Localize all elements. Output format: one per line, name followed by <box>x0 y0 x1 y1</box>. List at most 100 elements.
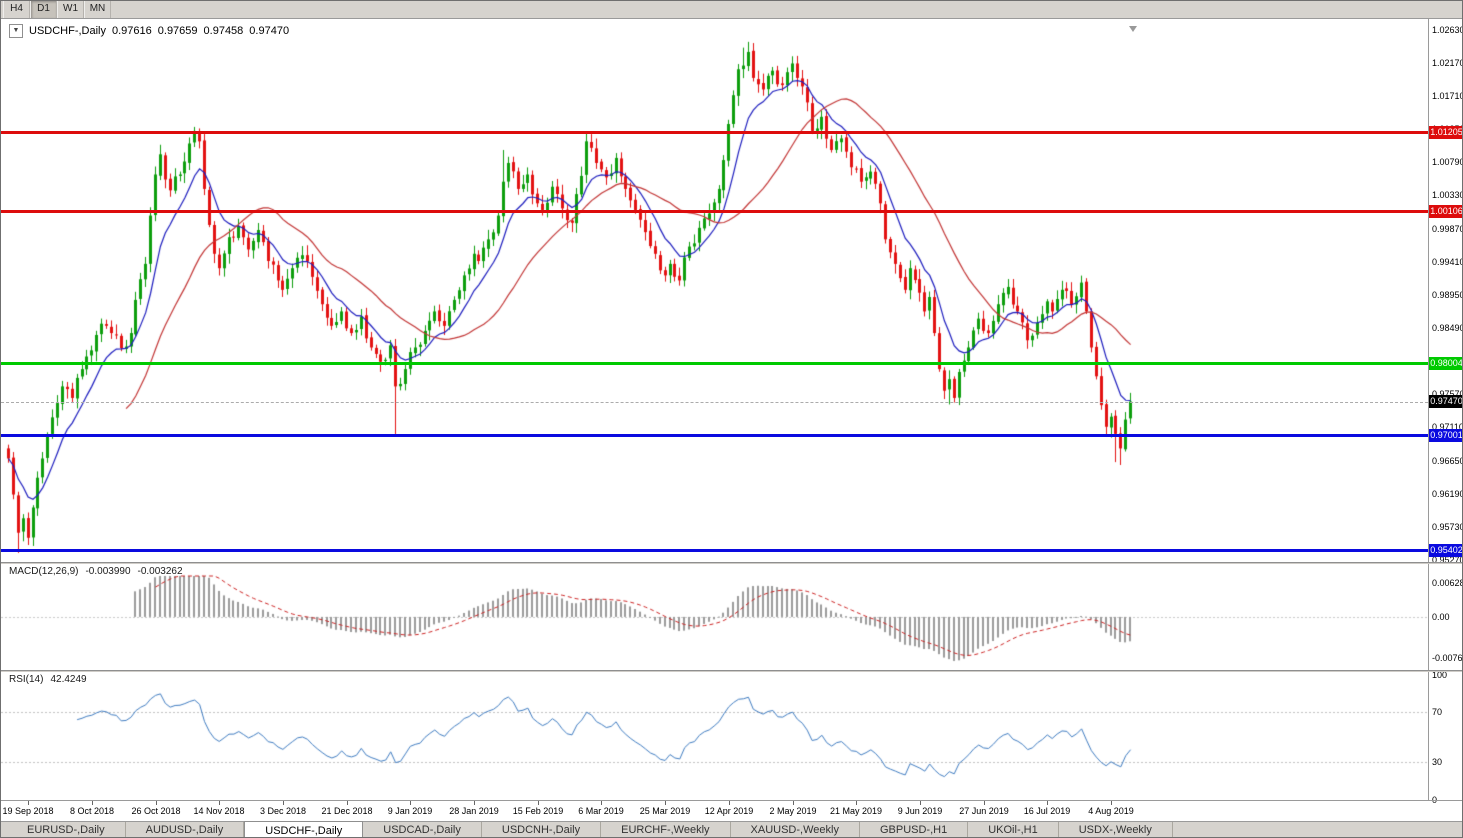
price-axis-label: 0.95730 <box>1432 521 1463 532</box>
chart-tab-eurusd-daily[interactable]: EURUSD-,Daily <box>7 822 126 837</box>
time-axis-tick <box>729 801 730 805</box>
rsi-value: 42.4249 <box>50 674 87 685</box>
date-label: 6 Mar 2019 <box>578 806 624 816</box>
time-axis-tick <box>156 801 157 805</box>
date-label: 14 Nov 2018 <box>193 806 245 816</box>
quote-high: 0.97659 <box>157 25 198 37</box>
quote-close: 0.97470 <box>249 25 290 37</box>
price-badge-0-95402: 0.95402 <box>1429 544 1463 557</box>
bid-price-line <box>1 402 1428 403</box>
time-axis-tick <box>538 801 539 805</box>
chart-tab-xauusd-weekly[interactable]: XAUUSD-,Weekly <box>731 822 860 837</box>
chart-tab-audusd-daily[interactable]: AUDUSD-,Daily <box>126 822 245 837</box>
macd-axis-label: 0.006286 <box>1432 577 1462 588</box>
level-line-0-97001[interactable] <box>1 434 1428 437</box>
rsi-header: RSI(14) 42.4249 <box>9 674 87 685</box>
time-axis-tick <box>283 801 284 805</box>
rsi-name: RSI(14) <box>9 674 44 685</box>
date-label: 21 Dec 2018 <box>321 806 373 816</box>
quote-low: 0.97458 <box>203 25 244 37</box>
price-axis-label: 0.97570 <box>1432 389 1462 399</box>
chart-shift-marker-icon[interactable] <box>1129 26 1137 32</box>
time-axis-tick <box>28 801 29 805</box>
chart-tab-gbpusd-h1[interactable]: GBPUSD-,H1 <box>860 822 969 837</box>
price-axis-label: 1.02170 <box>1432 57 1463 68</box>
timeframe-button-d1[interactable]: D1 <box>30 1 57 18</box>
timeframe-button-h4[interactable]: H4 <box>3 1 30 18</box>
macd-axis-label: 0.00 <box>1432 611 1450 622</box>
price-axis-label: 0.96190 <box>1432 488 1463 499</box>
level-line-0-98004[interactable] <box>1 362 1428 365</box>
quote-open: 0.97616 <box>112 25 152 37</box>
date-label: 25 Mar 2019 <box>639 806 691 816</box>
price-axis-label: 0.96650 <box>1432 455 1463 466</box>
timeframe-button-mn[interactable]: MN <box>84 1 111 18</box>
price-axis-label: 1.00790 <box>1432 157 1463 168</box>
chart-tab-usdcnh-daily[interactable]: USDCNH-,Daily <box>482 822 602 837</box>
date-label: 16 Jul 2019 <box>1023 806 1071 816</box>
timeframe-toolbar: H4 D1 W1 MN <box>1 1 1462 19</box>
time-axis-tick <box>92 801 93 805</box>
time-axis-tick <box>665 801 666 805</box>
chart-tab-ukoil-h1[interactable]: UKOil-,H1 <box>968 822 1059 837</box>
price-badge-1-00106: 1.00106 <box>1429 205 1463 218</box>
price-axis-label: 1.01710 <box>1432 90 1463 101</box>
price-axis-label: 1.02630 <box>1432 24 1463 35</box>
timeframe-button-w1[interactable]: W1 <box>57 1 84 18</box>
date-label: 9 Jun 2019 <box>897 806 943 816</box>
chart-tab-usdchf-daily[interactable]: USDCHF-,Daily <box>244 821 364 837</box>
price-axis-label: 0.99870 <box>1432 223 1463 234</box>
date-label: 26 Oct 2018 <box>131 806 181 816</box>
rsi-axis-label: 100 <box>1432 669 1448 680</box>
macd-name: MACD(12,26,9) <box>9 566 79 577</box>
time-axis-tick <box>410 801 411 805</box>
date-label: 27 Jun 2019 <box>959 806 1009 816</box>
time-axis-tick <box>1111 801 1112 805</box>
time-axis-tick <box>219 801 220 805</box>
price-badge-1-01205: 1.01205 <box>1429 126 1463 139</box>
date-label: 8 Oct 2018 <box>69 806 115 816</box>
time-axis-separator <box>1 800 1462 801</box>
date-label: 2 May 2019 <box>769 806 817 816</box>
macd-panel-splitter[interactable] <box>1 562 1462 564</box>
price-axis-label: 0.95270 <box>1432 555 1463 566</box>
time-axis-tick <box>347 801 348 805</box>
date-label: 21 May 2019 <box>829 806 883 816</box>
price-axis-label: 1.00330 <box>1432 190 1463 201</box>
dropdown-arrow-icon[interactable]: ▼ <box>9 24 23 38</box>
macd-value-signal: -0.003262 <box>137 566 183 577</box>
date-label: 15 Feb 2019 <box>512 806 564 816</box>
time-axis-tick <box>1047 801 1048 805</box>
level-line-0-95402[interactable] <box>1 549 1428 552</box>
price-badge-0-98004: 0.98004 <box>1429 357 1463 370</box>
macd-axis-label: -0.00762 <box>1432 653 1463 664</box>
price-axis-label: 0.99410 <box>1432 256 1463 267</box>
chart-tab-usdx-weekly[interactable]: USDX-,Weekly <box>1059 822 1173 837</box>
chart-tab-eurchf-weekly[interactable]: EURCHF-,Weekly <box>601 822 731 837</box>
date-label: 19 Sep 2018 <box>2 806 54 816</box>
time-axis-tick <box>793 801 794 805</box>
time-axis-tick <box>920 801 921 805</box>
level-line-1-01205[interactable] <box>1 131 1428 134</box>
date-label: 12 Apr 2019 <box>704 806 754 816</box>
rsi-panel-splitter[interactable] <box>1 670 1462 672</box>
date-label: 4 Aug 2019 <box>1088 806 1134 816</box>
macd-header: MACD(12,26,9) -0.003990 -0.003262 <box>9 566 183 577</box>
price-badge-0-97001: 0.97001 <box>1429 429 1463 442</box>
price-chart-canvas[interactable] <box>1 19 1428 821</box>
macd-value-main: -0.003990 <box>85 566 131 577</box>
rsi-axis-label: 70 <box>1432 707 1443 717</box>
chart-ohlc-header: ▼ USDCHF-,Daily 0.97616 0.97659 0.97458 … <box>9 24 289 38</box>
date-label: 3 Dec 2018 <box>259 806 307 816</box>
price-axis-label: 0.97110 <box>1432 422 1463 433</box>
price-axis-label: 0.98950 <box>1432 289 1463 300</box>
time-axis-tick <box>474 801 475 805</box>
time-axis-tick <box>984 801 985 805</box>
level-line-1-00106[interactable] <box>1 210 1428 213</box>
chart-title: USDCHF-,Daily <box>29 25 106 37</box>
current-price-badge: 0.97470 <box>1429 395 1463 408</box>
chart-tab-usdcad-daily[interactable]: USDCAD-,Daily <box>363 822 482 837</box>
rsi-axis-label: 0 <box>1432 795 1437 805</box>
rsi-axis-label: 30 <box>1432 757 1443 767</box>
